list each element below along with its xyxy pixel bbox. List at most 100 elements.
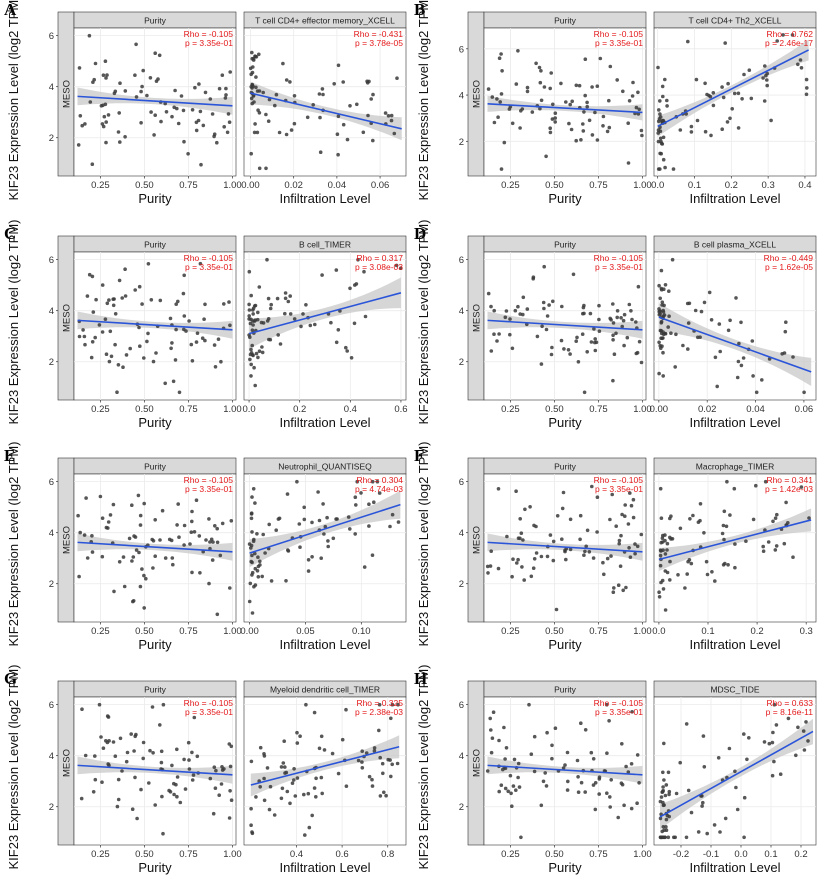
scatter-point [85,556,90,560]
scatter-point [538,80,543,85]
scatter-point [340,737,345,742]
scatter-point [348,104,352,108]
rho-label: Rho = -0.105 [184,698,234,708]
scatter-point [190,359,195,363]
scatter-point [735,807,740,812]
y-axis-label: KIF23 Expression Level (log2 TPM) [6,220,21,425]
scatter-point [99,735,103,739]
scatter-point [535,334,540,339]
scatter-point [615,315,619,320]
scatter-point [739,320,743,325]
scatter-point [222,125,226,129]
scatter-point [713,355,718,360]
x-tick-label: 0.05 [296,626,315,637]
scatter-point [699,309,704,314]
scatter-point [375,479,380,484]
scatter-point [583,57,588,61]
scatter-point [336,328,341,332]
scatter-point [292,767,296,771]
x-tick-label: 0.50 [135,180,154,191]
scatter-point [364,751,369,755]
scatter-point [141,68,145,73]
scatter-point [251,312,255,316]
scatter-point [118,81,122,85]
scatter-point [90,550,95,554]
scatter-point [658,151,662,156]
x-tick-label: 0.2 [750,626,763,637]
rho-label: Rho = 0.633 [766,698,813,708]
scatter-point [564,100,568,104]
scatter-point [341,80,346,84]
scatter-point [615,309,620,313]
scatter-point [288,801,292,806]
scatter-point [306,791,311,796]
scatter-point [113,754,118,758]
scatter-point [627,546,631,550]
scatter-point [551,102,555,107]
y-tick-label: 6 [459,255,464,266]
scatter-point [224,93,228,97]
scatter-point [582,110,586,114]
scatter-point [170,556,175,560]
scatter-point [186,152,190,156]
scatter-point [686,39,690,44]
scatter-point [784,500,788,505]
scatter-point [582,311,586,316]
x-tick-label: 0.3 [762,180,775,191]
regression-line [77,319,233,331]
scatter-point [174,327,178,332]
scatter-point [760,378,764,382]
scatter-point [138,513,143,518]
scatter-point [548,126,552,130]
scatter-point [554,607,559,612]
scatter-point [372,746,377,750]
scatter-point [133,535,138,539]
scatter-point [100,780,104,784]
scatter-point [104,140,108,145]
scatter-point [611,378,615,383]
scatter-point [344,784,349,788]
scatter-point [597,792,601,796]
scatter-point [553,726,558,730]
scatter-point [807,516,811,520]
scatter-point [635,801,639,805]
scatter-point [149,110,153,114]
scatter-point [228,70,232,74]
scatter-point [141,740,146,745]
scatter-point [512,757,517,762]
scatter-point [106,520,111,524]
scatter-point [163,101,167,106]
scatter-point [801,729,806,733]
scatter-point [257,349,262,353]
scatter-point [153,518,157,522]
scatter-point [106,762,110,766]
scatter-point [611,338,615,342]
scatter-point [678,128,683,132]
scatter-point [284,78,289,82]
scatter-point [749,96,754,101]
scatter-point [561,766,566,770]
scatter-point [734,785,738,790]
scatter-points [658,702,810,840]
scatter-point [726,81,730,86]
scatter-point [565,750,570,755]
scatter-point [281,761,286,765]
scatter-point [175,775,180,779]
y-axis-label: KIF23 Expression Level (log2 TPM) [6,0,21,200]
facet-title: Purity [554,462,576,472]
scatter-point [773,516,778,520]
scatter-point [298,545,302,549]
scatter-point [804,92,809,97]
scatter-point [249,374,253,378]
scatter-point [605,556,610,561]
scatter-point [754,390,759,395]
scatter-point [161,831,165,836]
scatter-point [635,350,640,355]
scatter-point [255,130,260,135]
scatter-point [213,365,218,369]
scatter-point [250,611,255,615]
scatter-point [298,734,302,738]
scatter-point [130,503,134,507]
